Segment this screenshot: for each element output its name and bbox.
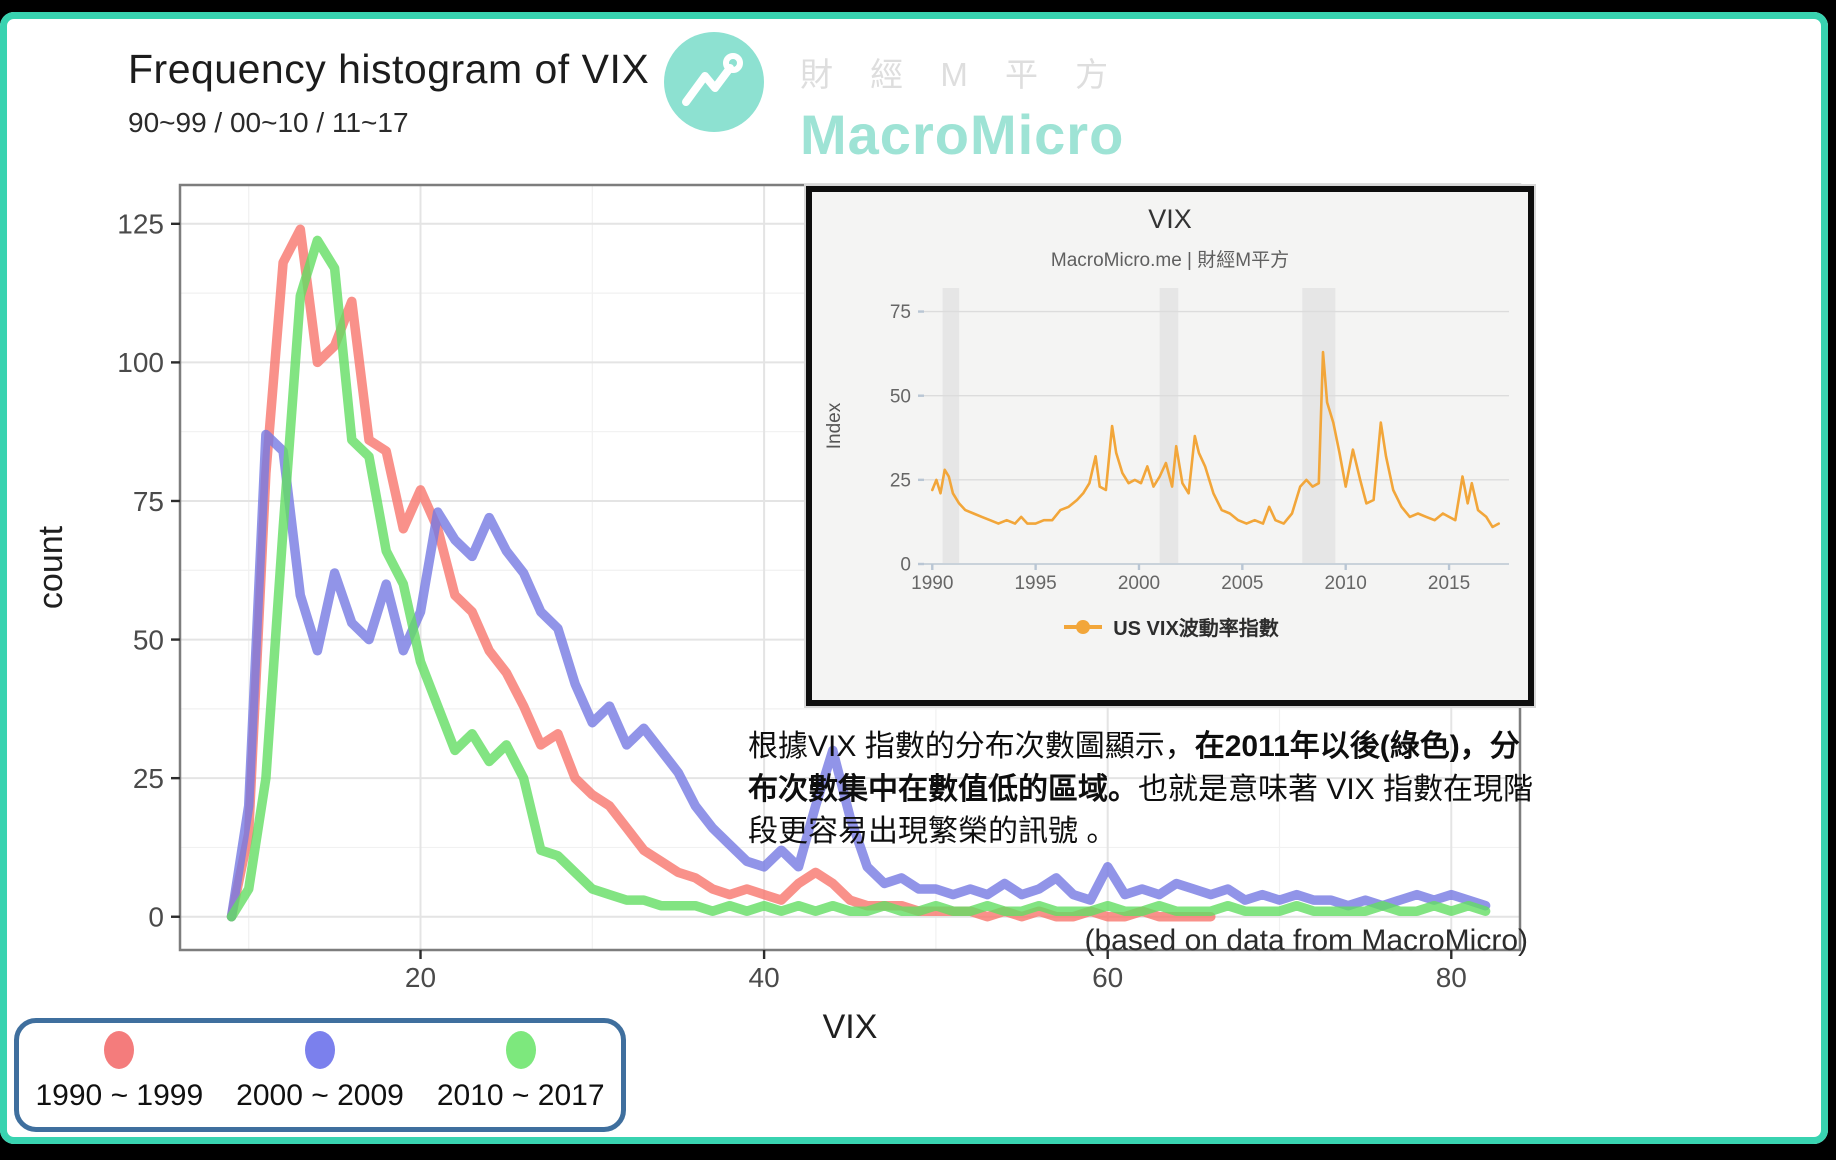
svg-text:25: 25 xyxy=(133,763,164,794)
logo-text: 財 經 M 平 方 MacroMicro xyxy=(800,32,1124,167)
svg-text:125: 125 xyxy=(117,209,164,240)
macromicro-logo-icon xyxy=(664,32,764,132)
svg-text:100: 100 xyxy=(117,347,164,378)
svg-text:75: 75 xyxy=(890,302,911,323)
data-source-credit: (based on data from MacroMicro) xyxy=(1084,924,1529,957)
legend-item-1990s: 1990 ~ 1999 xyxy=(19,1023,220,1127)
inset-chart-subtitle: MacroMicro.me | 財經M平方 xyxy=(1050,250,1290,271)
title-block: Frequency histogram of VIX 90~99 / 00~10… xyxy=(128,46,649,139)
annotation-part2-bold: 在2011年以後(綠色)，分布次數集中在數值低的區域。 xyxy=(748,730,1520,806)
inset-vix-chart-panel: VIX MacroMicro.me | 財經M平方 1990 1995 2000 20… xyxy=(806,186,1534,706)
series-legend-box: 1990 ~ 1999 2000 ~ 2009 2010 ~ 2017 xyxy=(14,1018,626,1132)
svg-text:1995: 1995 xyxy=(1014,573,1056,594)
macromicro-logo: 財 經 M 平 方 MacroMicro xyxy=(664,32,1124,167)
svg-text:2005: 2005 xyxy=(1221,573,1263,594)
main-histogram-chart: 20 40 60 80 0 25 50 75 100 125 count VIX xyxy=(32,183,1522,1040)
svg-text:60: 60 xyxy=(1092,962,1123,993)
svg-text:VIX: VIX xyxy=(823,1008,878,1040)
svg-text:80: 80 xyxy=(1436,962,1467,993)
annotation-text: 根據VIX 指數的分布次數圖顯示，在2011年以後(綠色)，分布次數集中在數值低… xyxy=(748,726,1544,854)
legend-dot-blue xyxy=(305,1031,335,1069)
svg-text:0: 0 xyxy=(148,902,164,933)
inset-legend-label: US VIX波動率指數 xyxy=(1113,618,1279,640)
svg-text:25: 25 xyxy=(890,471,911,492)
annotation-part1: 根據VIX 指數的分布次數圖顯示， xyxy=(748,730,1195,763)
svg-text:20: 20 xyxy=(405,962,436,993)
orange-line-dot-marker-icon xyxy=(1064,619,1103,634)
annotation-part3: 也就是意味著 VIX 指數在現階段更容易出現繁榮的訊號 。 xyxy=(748,772,1534,849)
content-canvas: Frequency histogram of VIX 90~99 / 00~10… xyxy=(0,12,1828,1144)
legend-item-2010s: 2010 ~ 2017 xyxy=(420,1023,621,1127)
page-title: Frequency histogram of VIX xyxy=(128,46,650,92)
legend-dot-red xyxy=(104,1031,135,1069)
legend-item-2000s: 2000 ~ 2009 xyxy=(220,1023,421,1127)
svg-text:50: 50 xyxy=(133,624,164,655)
svg-text:2010: 2010 xyxy=(1325,573,1367,594)
legend-dot-green xyxy=(505,1031,536,1069)
page-subtitle: 90~99 / 00~10 / 11~17 xyxy=(128,107,409,138)
svg-text:Index: Index xyxy=(824,402,845,449)
inset-legend: US VIX波動率指數 xyxy=(812,612,1528,641)
svg-text:0: 0 xyxy=(900,555,911,576)
svg-text:count: count xyxy=(32,525,70,609)
legend-label-2010s: 2010 ~ 2017 xyxy=(436,1079,605,1112)
brand-english: MacroMicro xyxy=(800,103,1125,166)
brand-chinese: 財 經 M 平 方 xyxy=(800,56,1123,93)
svg-text:75: 75 xyxy=(133,486,164,517)
inset-chart-title: VIX xyxy=(1148,204,1192,234)
inset-vix-timeseries-chart: 1990 1995 2000 2005 2010 2015 0 25 50 75 Index xyxy=(824,288,1509,594)
legend-label-2000s: 2000 ~ 2009 xyxy=(236,1079,404,1112)
svg-text:2000: 2000 xyxy=(1118,573,1160,594)
svg-text:50: 50 xyxy=(890,386,911,407)
svg-text:1990: 1990 xyxy=(911,573,953,594)
svg-text:2015: 2015 xyxy=(1428,573,1470,594)
svg-text:40: 40 xyxy=(749,962,780,993)
legend-label-1990s: 1990 ~ 1999 xyxy=(35,1079,204,1112)
